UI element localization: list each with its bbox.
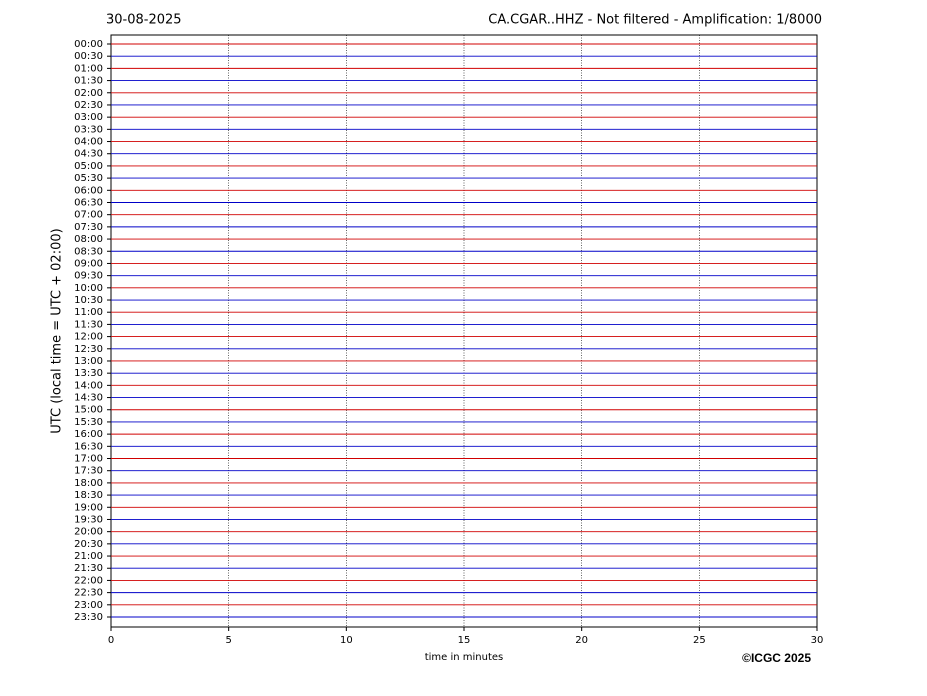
y-tick-label: 07:00: [74, 210, 103, 221]
y-axis-label: UTC (local time = UTC + 02:00): [50, 228, 65, 433]
x-tick-label: 15: [458, 635, 471, 646]
y-tick-label: 06:00: [74, 185, 103, 196]
y-tick-label: 17:30: [74, 466, 103, 477]
y-tick-label: 16:30: [74, 441, 103, 452]
y-tick-label: 18:00: [74, 478, 103, 489]
x-tick-label: 10: [340, 635, 353, 646]
y-tick-label: 15:00: [74, 405, 103, 416]
y-tick-label: 09:00: [74, 258, 103, 269]
y-tick-label: 20:00: [74, 527, 103, 538]
x-tick-label: 5: [225, 635, 231, 646]
y-tick-label: 21:00: [74, 551, 103, 562]
chart-title: CA.CGAR..HHZ - Not filtered - Amplificat…: [488, 13, 822, 28]
y-tick-label: 04:30: [74, 149, 103, 160]
y-tick-label: 03:30: [74, 124, 103, 135]
y-tick-label: 01:30: [74, 76, 103, 87]
y-tick-label: 23:00: [74, 600, 103, 611]
y-tick-label: 18:30: [74, 490, 103, 501]
y-tick-label: 08:00: [74, 234, 103, 245]
y-tick-label: 23:30: [74, 612, 103, 623]
y-tick-label: 13:00: [74, 356, 103, 367]
y-tick-label: 00:30: [74, 51, 103, 62]
credit: ©ICGC 2025: [742, 651, 811, 665]
y-tick-label: 16:00: [74, 429, 103, 440]
x-tick-label: 0: [108, 635, 114, 646]
x-tick-label: 30: [811, 635, 824, 646]
y-tick-label: 08:30: [74, 246, 103, 257]
y-tick-label: 14:00: [74, 380, 103, 391]
y-tick-label: 05:00: [74, 161, 103, 172]
date: 30-08-2025: [106, 13, 182, 28]
y-tick-label: 19:30: [74, 514, 103, 525]
y-tick-label: 21:30: [74, 563, 103, 574]
y-tick-label: 14:30: [74, 393, 103, 404]
y-tick-label: 13:30: [74, 368, 103, 379]
y-tick-label: 22:30: [74, 588, 103, 599]
y-tick-label: 20:30: [74, 539, 103, 550]
x-tick-label: 20: [575, 635, 588, 646]
y-tick-label: 22:00: [74, 575, 103, 586]
y-tick-label: 11:00: [74, 307, 103, 318]
x-tick-label: 25: [693, 635, 706, 646]
x-axis-label: time in minutes: [425, 652, 504, 663]
y-tick-label: 11:30: [74, 319, 103, 330]
y-tick-label: 17:00: [74, 454, 103, 465]
y-tick-label: 00:00: [74, 39, 103, 50]
y-tick-label: 09:30: [74, 271, 103, 282]
y-tick-label: 02:30: [74, 100, 103, 111]
y-tick-label: 04:00: [74, 137, 103, 148]
y-tick-label: 10:30: [74, 295, 103, 306]
y-tick-label: 03:00: [74, 112, 103, 123]
y-tick-label: 10:00: [74, 283, 103, 294]
y-tick-label: 01:00: [74, 63, 103, 74]
y-tick-label: 02:00: [74, 88, 103, 99]
y-tick-label: 07:30: [74, 222, 103, 233]
y-tick-label: 12:00: [74, 332, 103, 343]
y-tick-label: 19:00: [74, 502, 103, 513]
y-tick-label: 12:30: [74, 344, 103, 355]
y-tick-label: 05:30: [74, 173, 103, 184]
y-tick-label: 06:30: [74, 197, 103, 208]
y-tick-label: 15:30: [74, 417, 103, 428]
